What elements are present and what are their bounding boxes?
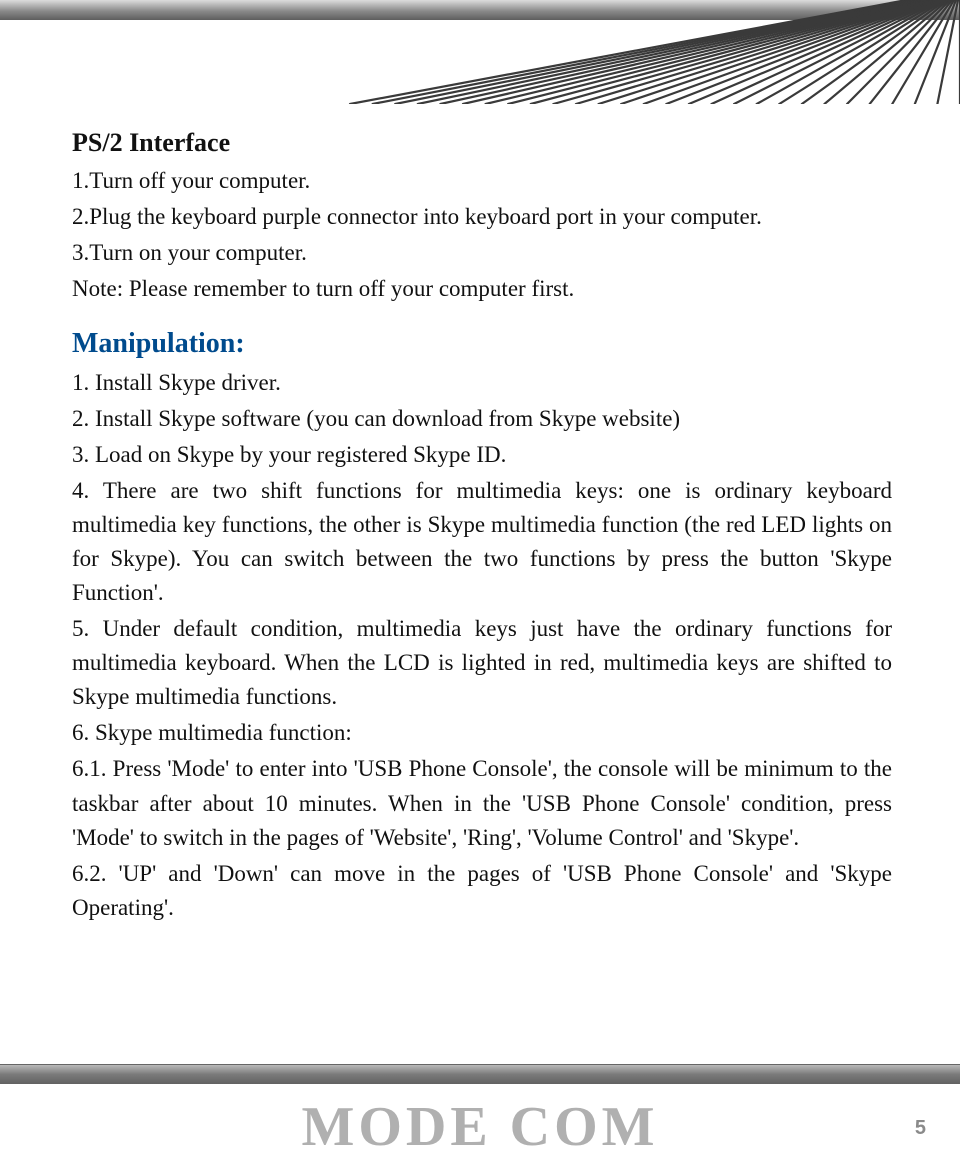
manip-line-6: 6. Skype multimedia function:: [72, 716, 892, 750]
manip-line-6-1: 6.1. Press 'Mode' to enter into 'USB Pho…: [72, 752, 892, 854]
page-content: PS/2 Interface 1.Turn off your computer.…: [72, 128, 892, 927]
manip-line-2: 2. Install Skype software (you can downl…: [72, 402, 892, 436]
section-title-manipulation: Manipulation:: [72, 328, 892, 360]
ps2-note: Note: Please remember to turn off your c…: [72, 272, 892, 306]
manip-line-3: 3. Load on Skype by your registered Skyp…: [72, 438, 892, 472]
ps2-line-1: 1.Turn off your computer.: [72, 164, 892, 198]
manip-line-1: 1. Install Skype driver.: [72, 366, 892, 400]
section-title-ps2: PS/2 Interface: [72, 128, 892, 158]
footer-divider-bar: [0, 1064, 960, 1086]
footer-main: MODE COM: [0, 1084, 960, 1170]
manip-line-6-2: 6.2. 'UP' and 'Down' can move in the pag…: [72, 857, 892, 925]
ps2-line-2: 2.Plug the keyboard purple connector int…: [72, 200, 892, 234]
page-number: 5: [915, 1117, 926, 1140]
manip-line-5: 5. Under default condition, multimedia k…: [72, 612, 892, 714]
header-decoration: [0, 0, 960, 110]
brand-wordmark: MODE COM: [301, 1095, 658, 1159]
ps2-line-3: 3.Turn on your computer.: [72, 236, 892, 270]
footer: MODE COM 5: [0, 1062, 960, 1170]
manip-line-4: 4. There are two shift functions for mul…: [72, 474, 892, 610]
